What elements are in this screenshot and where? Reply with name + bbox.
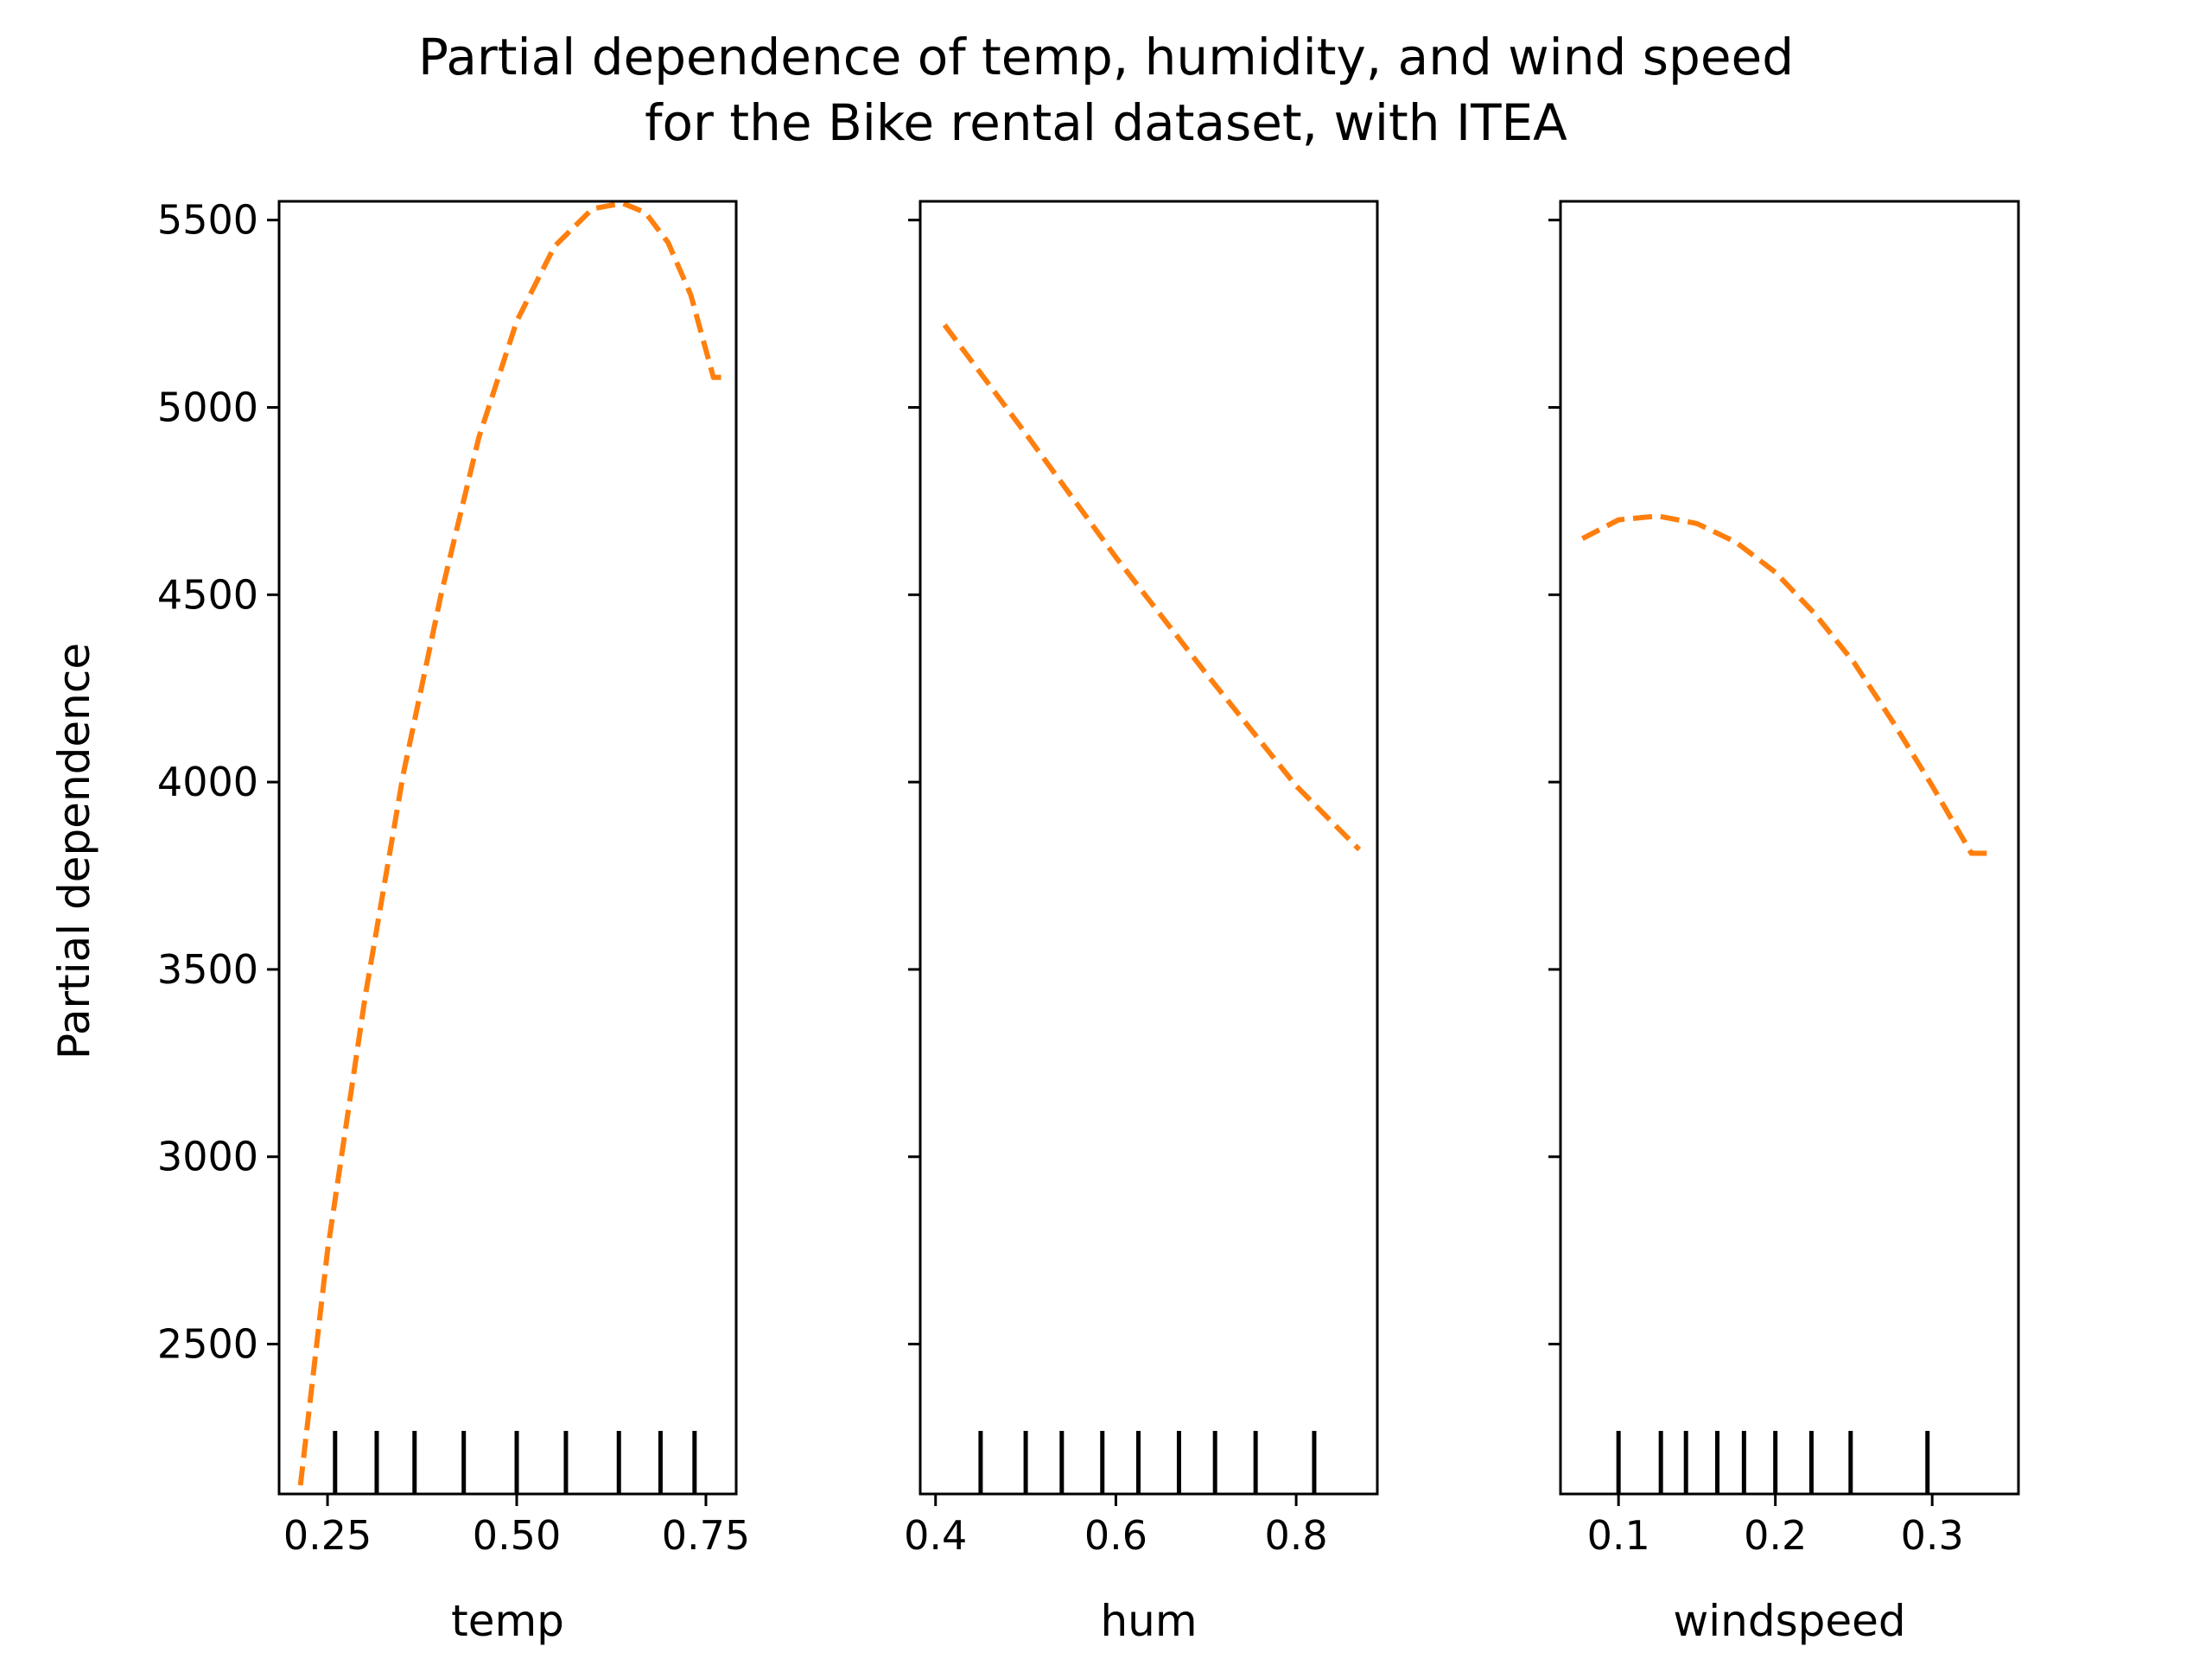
x-axis-label-windspeed: windspeed — [1673, 1596, 1905, 1646]
y-tick-label: 5500 — [157, 197, 258, 244]
x-axis-label-temp: temp — [451, 1596, 564, 1646]
axes-frame — [277, 200, 738, 1496]
chart-title-line-1: Partial dependence of temp, humidity, an… — [418, 28, 1794, 86]
panel-windspeed: 0.1 0.2 0.3 windspeed — [1548, 200, 2020, 1646]
x-tick-label: 0.4 — [904, 1512, 967, 1559]
x-tick-label: 0.1 — [1587, 1512, 1650, 1559]
panel-temp: 2500 3000 3500 4000 4500 5000 5500 0.25 0.50 0.75… — [157, 197, 750, 1646]
y-tick-label: 4500 — [157, 571, 258, 618]
x-axis-label-hum: hum — [1100, 1596, 1197, 1646]
y-tick-label: 3000 — [157, 1134, 258, 1180]
pd-curve-windspeed — [1581, 513, 1995, 856]
x-tick-label: 0.2 — [1744, 1512, 1807, 1559]
x-tick-label: 0.6 — [1084, 1512, 1147, 1559]
y-tick-label: 2500 — [157, 1321, 258, 1368]
panel-hum: 0.4 0.6 0.8 hum — [904, 200, 1379, 1646]
plot-panels: 2500 3000 3500 4000 4500 5000 5500 0.25 0.50 0.75… — [157, 197, 2020, 1646]
pd-curve-hum — [942, 323, 1362, 852]
x-tick-label: 0.8 — [1265, 1512, 1328, 1559]
axes-frame — [1559, 200, 2020, 1496]
x-tick-label: 0.50 — [473, 1512, 561, 1559]
axes-frame — [918, 200, 1379, 1496]
x-tick-label: 0.3 — [1901, 1512, 1964, 1559]
y-tick-label: 5000 — [157, 384, 258, 430]
pd-curve-temp — [296, 201, 721, 1494]
x-tick-label: 0.25 — [283, 1512, 372, 1559]
y-tick-label: 3500 — [157, 946, 258, 993]
y-axis-label: Partial dependence — [49, 643, 99, 1059]
chart-title-line-2: for the Bike rental dataset, with ITEA — [645, 93, 1567, 152]
y-tick-label: 4000 — [157, 759, 258, 805]
x-tick-label: 0.75 — [662, 1512, 750, 1559]
